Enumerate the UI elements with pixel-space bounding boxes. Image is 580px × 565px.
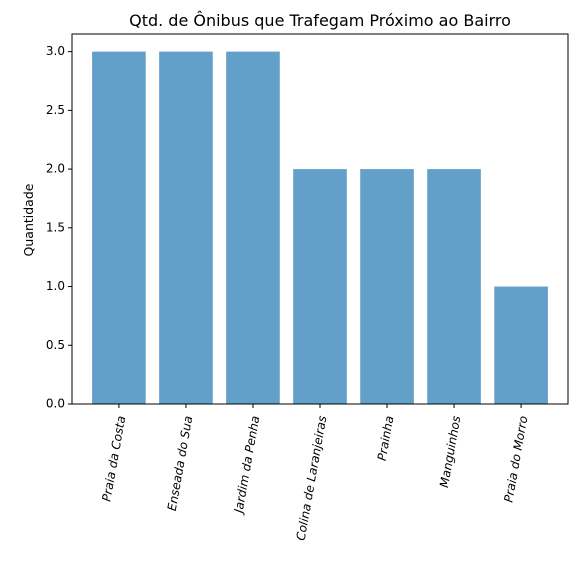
x-tick-label: Jardim da Penha bbox=[231, 415, 262, 516]
bar bbox=[226, 51, 280, 405]
y-tick-label: 0.5 bbox=[46, 338, 65, 352]
y-axis-label: Quantidade bbox=[21, 183, 36, 256]
bar bbox=[360, 169, 414, 404]
bar bbox=[494, 286, 548, 404]
bar bbox=[92, 51, 146, 405]
x-tick-label: Enseada do Sua bbox=[165, 415, 196, 512]
y-tick-label: 1.0 bbox=[46, 279, 65, 293]
bar bbox=[427, 169, 481, 404]
x-tick-label: Praia do Morro bbox=[501, 415, 530, 504]
bar bbox=[159, 51, 213, 405]
x-tick-label: Manguinhos bbox=[437, 415, 463, 489]
x-tick-label: Praia da Costa bbox=[99, 415, 128, 503]
bar bbox=[293, 169, 347, 404]
y-tick-label: 1.5 bbox=[46, 220, 65, 234]
chart-title: Qtd. de Ônibus que Trafegam Próximo ao B… bbox=[129, 11, 511, 30]
x-tick-label: Colina de Laranjeiras bbox=[294, 415, 330, 542]
bars-group bbox=[92, 51, 548, 405]
plot-frame bbox=[71, 33, 569, 405]
y-tick-label: 2.0 bbox=[46, 162, 65, 176]
y-tick-label: 0.0 bbox=[46, 397, 65, 411]
x-tick-label: Prainha bbox=[375, 415, 397, 462]
x-ticks-group: Praia da Costa Enseada do Sua Jardim da Pe… bbox=[99, 404, 530, 542]
y-ticks-group: 0.0 0.5 1.0 1.5 2.0 2.5 3.0 bbox=[46, 44, 72, 411]
y-tick-label: 3.0 bbox=[46, 44, 65, 58]
y-tick-label: 2.5 bbox=[46, 103, 65, 117]
